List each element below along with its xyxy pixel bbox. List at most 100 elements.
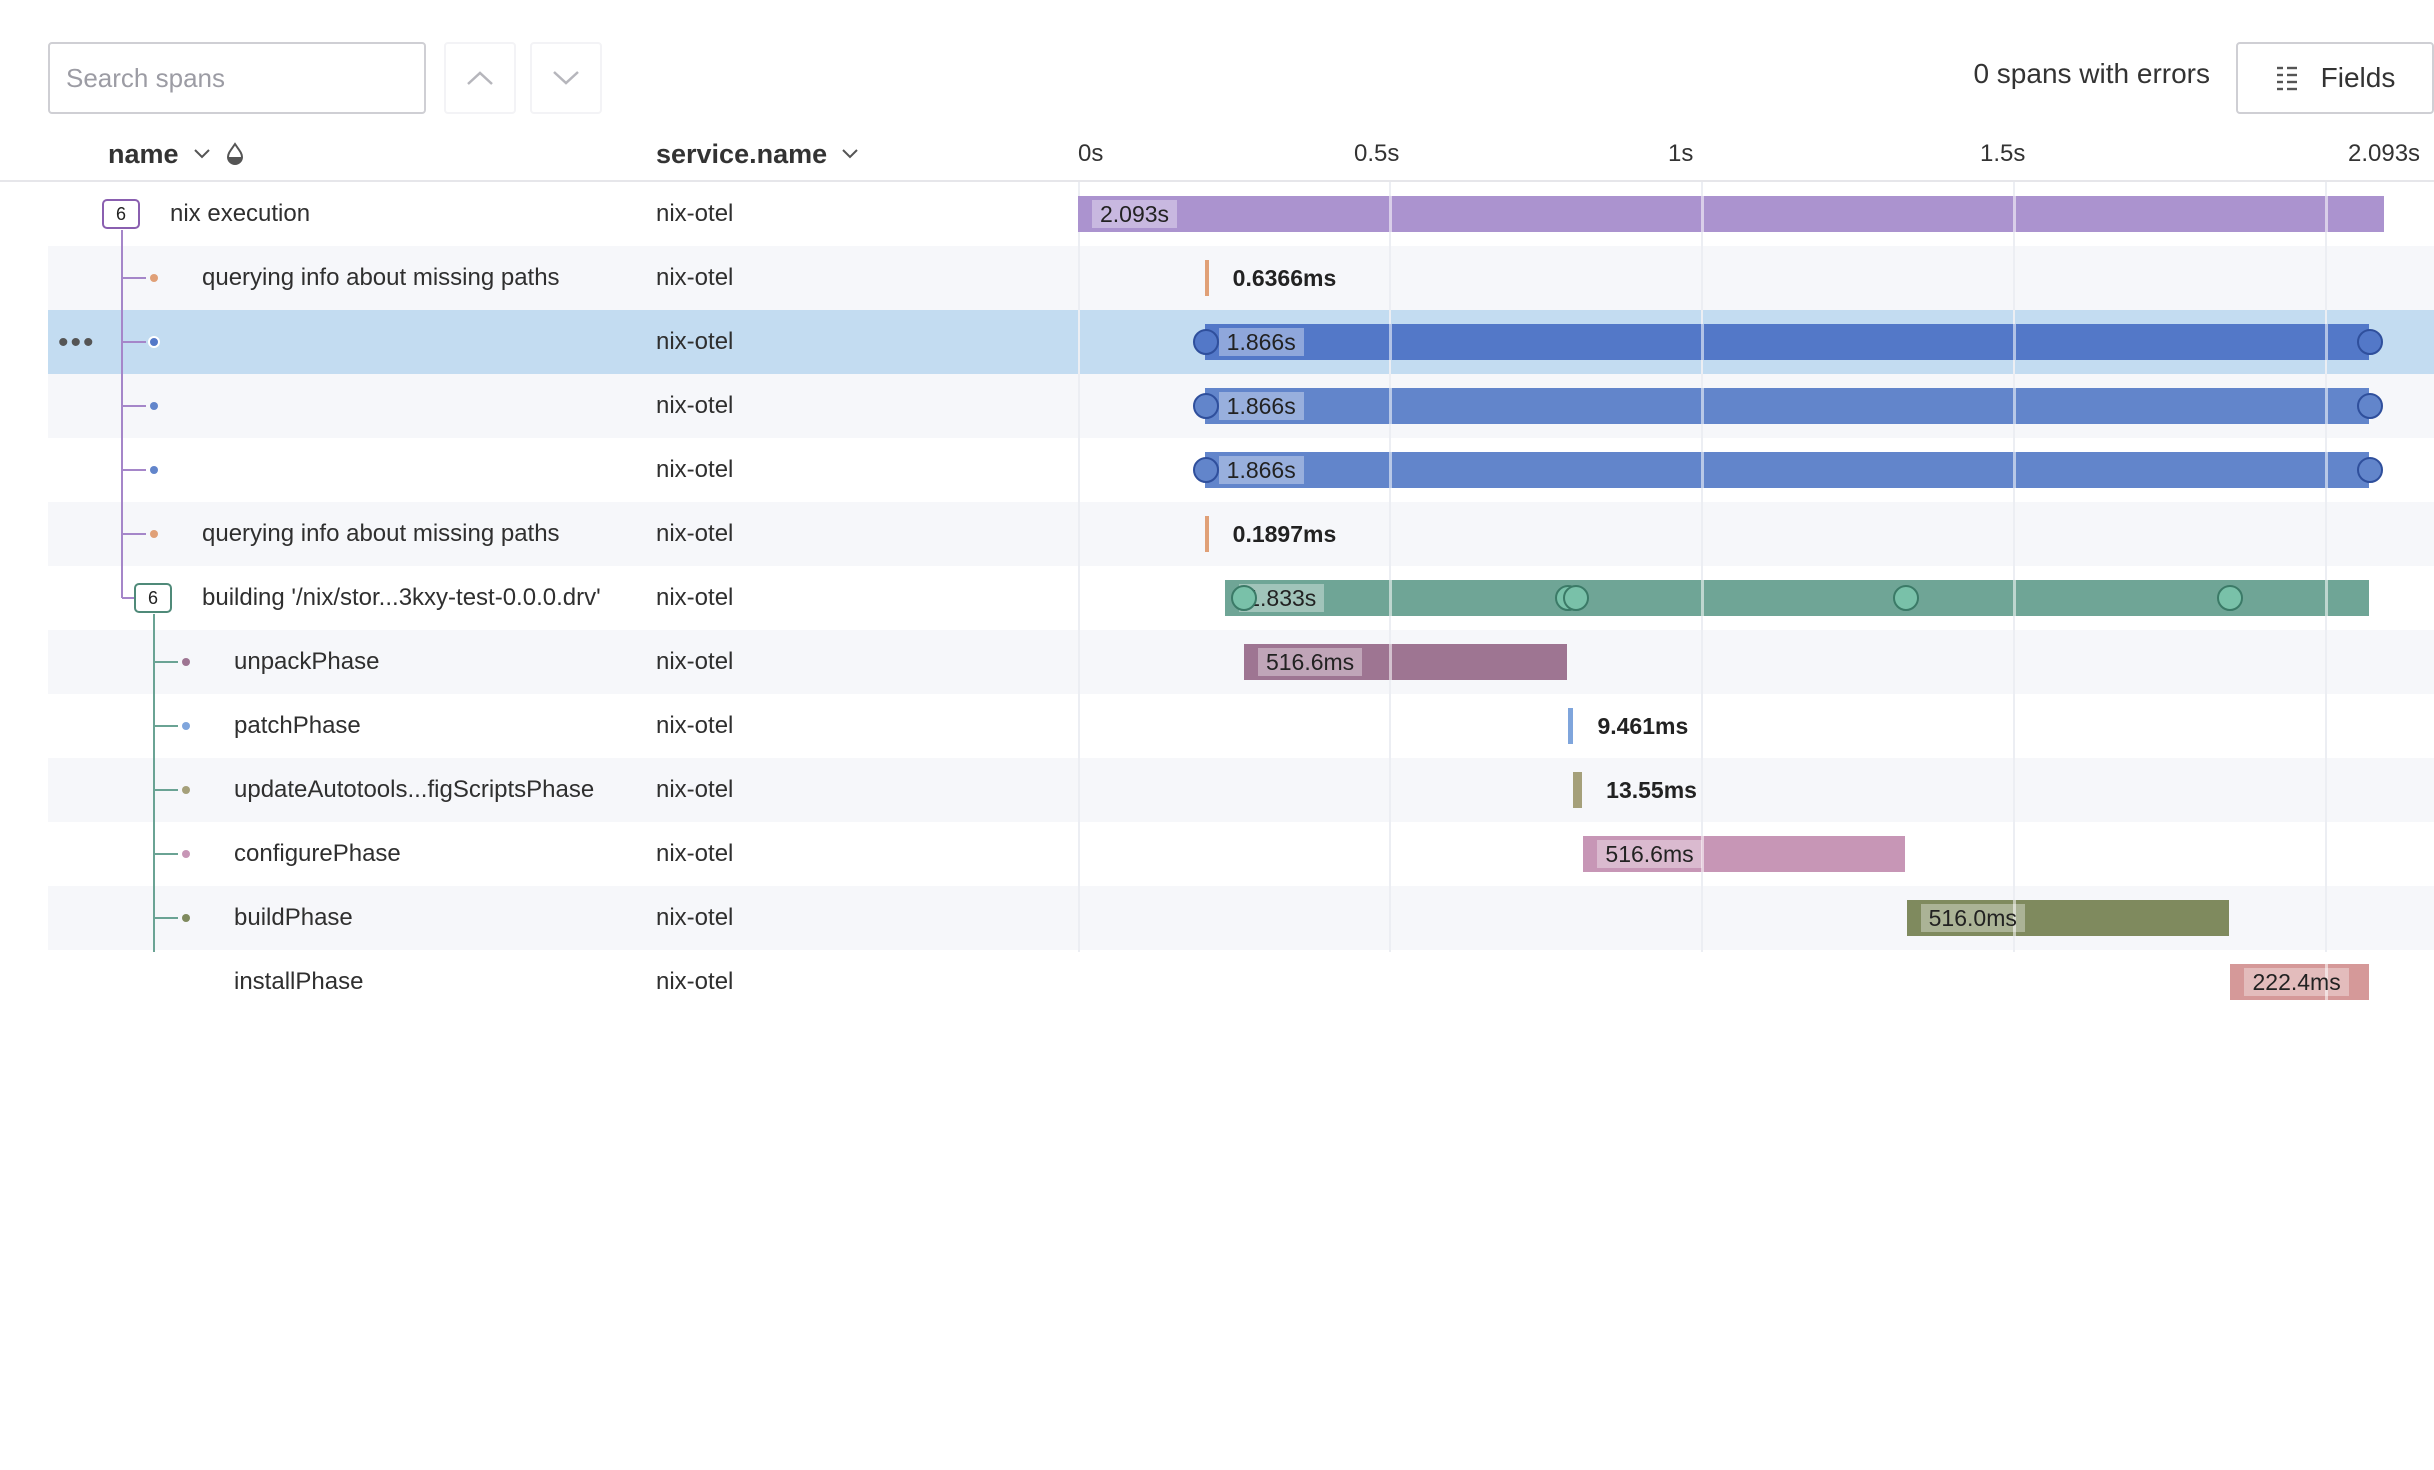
span-event-marker[interactable] [2216, 585, 2243, 611]
span-bar[interactable] [1567, 708, 1574, 744]
service-name: nix-otel [656, 200, 734, 227]
span-event-marker[interactable] [2357, 329, 2384, 355]
child-count-badge[interactable]: 6 [102, 199, 140, 229]
span-row[interactable]: 6 building '/nix/stor...3kxy-test-0.0.0.d… [48, 566, 2434, 630]
service-name: nix-otel [656, 712, 734, 739]
span-bar[interactable]: 516.6ms [1583, 836, 1906, 872]
grid-line [1700, 182, 1703, 952]
search-input[interactable] [48, 42, 426, 114]
span-row[interactable]: nix-otel [48, 438, 2434, 502]
span-event-marker[interactable] [1192, 393, 1219, 419]
bar-grid-line [2324, 196, 2328, 232]
span-row[interactable]: installPhase nix-otel [48, 950, 2434, 1014]
span-row[interactable]: configurePhase nix-otel [48, 822, 2434, 886]
span-bar[interactable]: 1.833s [1225, 580, 2369, 616]
service-name: nix-otel [656, 264, 734, 291]
span-row[interactable]: 6 nix execution nix-otel [48, 182, 2434, 246]
fields-button[interactable]: Fields [2236, 42, 2434, 114]
bar-grid-line [1388, 644, 1392, 680]
next-match-button[interactable] [530, 42, 602, 114]
duration-label: 222.4ms [2244, 968, 2349, 996]
span-bar[interactable]: 2.093s [1078, 196, 2384, 232]
service-name: nix-otel [656, 776, 734, 803]
service-name: nix-otel [656, 520, 734, 547]
span-bar[interactable]: 1.866s [1204, 452, 2369, 488]
more-options-icon[interactable]: ••• [58, 326, 96, 359]
span-event-marker[interactable] [1563, 585, 1590, 611]
service-column-header[interactable]: service.name [656, 128, 859, 180]
bar-grid-line [1700, 388, 1704, 424]
span-event-marker[interactable] [1192, 457, 1219, 483]
service-name: nix-otel [656, 648, 734, 675]
span-event-marker[interactable] [2357, 457, 2384, 483]
span-name: querying info about missing paths [202, 520, 560, 547]
span-bar[interactable]: 516.6ms [1243, 644, 1567, 680]
span-name: building '/nix/stor...3kxy-test-0.0.0.dr… [202, 584, 601, 611]
duration-label: 516.0ms [1920, 904, 2025, 932]
duration-label: 1.866s [1218, 456, 1304, 484]
duration-label: 0.1897ms [1232, 521, 1337, 547]
span-dot [150, 530, 158, 538]
service-name: nix-otel [656, 840, 734, 867]
service-name: nix-otel [656, 968, 734, 995]
error-count: 0 spans with errors [1973, 58, 2210, 89]
bar-grid-line [1700, 580, 1704, 616]
tick-label: 0.5s [1354, 140, 1400, 167]
span-dot [150, 402, 158, 410]
chevron-down-icon[interactable] [193, 148, 211, 160]
bar-grid-line [1700, 836, 1704, 872]
bar-grid-line [2012, 452, 2016, 488]
grid-line [1388, 182, 1391, 952]
timeline: 2.093s 0.6366ms 1.866s 1.866s 1.866s 0.1897ms… [1078, 182, 2434, 1000]
color-drop-icon[interactable] [225, 142, 245, 166]
bar-grid-line [1388, 196, 1392, 232]
span-name: buildPhase [234, 904, 353, 931]
child-count-badge[interactable]: 6 [134, 583, 172, 613]
service-name: nix-otel [656, 456, 734, 483]
duration-label: 1.866s [1218, 392, 1304, 420]
span-bar[interactable] [1204, 260, 1209, 296]
previous-match-button[interactable] [444, 42, 516, 114]
grid-line [1078, 182, 1080, 952]
column-header: name service.name 0s 0.5s 1s 1.5s 2.093s [0, 128, 2434, 182]
bar-grid-line [2012, 900, 2016, 936]
span-bar[interactable]: 1.866s [1204, 388, 2369, 424]
service-name: nix-otel [656, 584, 734, 611]
duration-label: 1.833s [1239, 584, 1325, 612]
duration-label: 9.461ms [1597, 713, 1689, 739]
bar-grid-line [2012, 324, 2016, 360]
span-name: patchPhase [234, 712, 361, 739]
span-event-marker[interactable] [2357, 393, 2384, 419]
span-dot [182, 722, 190, 730]
row-background [1078, 886, 2434, 950]
bar-grid-line [1700, 324, 1704, 360]
tick-label: 1s [1668, 140, 1694, 167]
span-event-marker[interactable] [1893, 585, 1920, 611]
span-event-marker[interactable] [1192, 329, 1219, 355]
span-bar[interactable]: 222.4ms [2230, 964, 2369, 1000]
service-column-label: service.name [656, 138, 828, 169]
span-name: nix execution [170, 200, 311, 227]
columns-icon [2276, 66, 2297, 91]
span-dot [182, 786, 190, 794]
span-bar[interactable]: 516.0ms [1906, 900, 2229, 936]
span-bar[interactable]: 1.866s [1204, 324, 2369, 360]
span-dot [182, 914, 190, 922]
span-row[interactable]: patchPhase nix-otel [48, 694, 2434, 758]
span-dot [150, 274, 158, 282]
chevron-down-icon[interactable] [841, 148, 859, 160]
bar-grid-line [2012, 196, 2016, 232]
grid-line [2012, 182, 2015, 952]
grid-line [2324, 182, 2327, 952]
bar-grid-line [1388, 388, 1392, 424]
span-bar[interactable] [1573, 772, 1583, 808]
chevron-down-icon [553, 71, 579, 85]
tree-lines [121, 230, 190, 952]
name-column-header[interactable]: name [108, 128, 245, 180]
duration-label: 0.6366ms [1232, 265, 1337, 291]
duration-label: 13.55ms [1606, 777, 1697, 803]
bar-grid-line [2324, 452, 2328, 488]
span-name: unpackPhase [234, 648, 380, 675]
span-bar[interactable] [1204, 516, 1209, 552]
span-event-marker[interactable] [1231, 585, 1258, 611]
